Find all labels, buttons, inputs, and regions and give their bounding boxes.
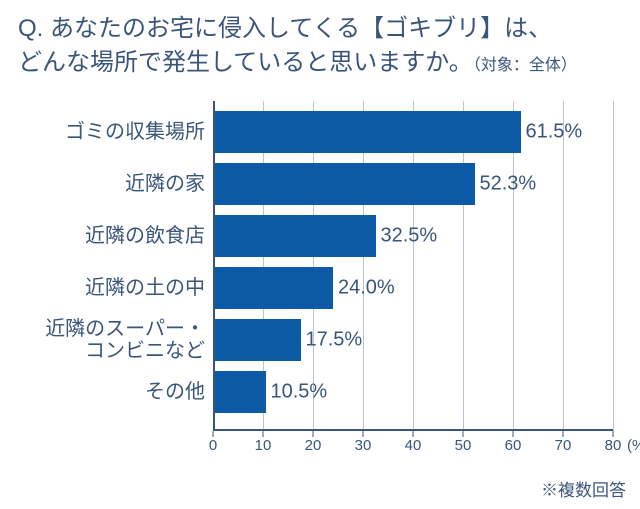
bar: 52.3% [213, 163, 475, 205]
x-tick: 40 [413, 431, 414, 437]
bar: 61.5% [213, 111, 521, 153]
bar-row: 近隣の家52.3% [213, 163, 475, 205]
bar-value: 52.3% [474, 173, 537, 196]
y-axis [213, 101, 215, 431]
bar: 10.5% [213, 371, 266, 413]
bar-value: 32.5% [375, 225, 438, 248]
bar-row: 近隣のスーパー・コンビニなど17.5% [213, 319, 301, 361]
tick-label: 50 [455, 437, 472, 454]
tick-label: 20 [305, 437, 322, 454]
title-line-2-text: どんな場所で発生していると思いますか。 [18, 49, 473, 76]
bar-row: その他10.5% [213, 371, 266, 413]
bar-label: その他 [145, 381, 213, 403]
x-tick: 60 [513, 431, 514, 437]
bar-value: 61.5% [520, 121, 583, 144]
bar-value: 17.5% [300, 329, 363, 352]
gridline [613, 101, 614, 431]
x-unit-label: (%) [627, 437, 640, 454]
bar-row: 近隣の飲食店32.5% [213, 215, 376, 257]
bar-row: ゴミの収集場所61.5% [213, 111, 521, 153]
x-axis [213, 429, 613, 431]
bar-label: 近隣の土の中 [85, 277, 213, 299]
question-title: Q. あなたのお宅に侵入してくる【ゴキブリ】は、 どんな場所で発生していると思い… [0, 0, 640, 83]
bar-value: 24.0% [332, 277, 395, 300]
x-tick: 50 [463, 431, 464, 437]
gridline [563, 101, 564, 431]
bar-value: 10.5% [265, 381, 328, 404]
tick-label: 40 [405, 437, 422, 454]
bar-label: 近隣の家 [125, 173, 213, 195]
x-tick: 20 [313, 431, 314, 437]
x-tick: 0 [213, 431, 214, 437]
footnote: ※複数回答 [541, 476, 626, 501]
title-line-1: Q. あなたのお宅に侵入してくる【ゴキブリ】は、 [18, 12, 622, 46]
tick-label: 60 [505, 437, 522, 454]
bar-chart: ゴミの収集場所61.5%近隣の家52.3%近隣の飲食店32.5%近隣の土の中24… [18, 101, 622, 461]
bar: 17.5% [213, 319, 301, 361]
bar-row: 近隣の土の中24.0% [213, 267, 333, 309]
title-subject: （対象：全体） [473, 57, 577, 74]
tick-label: 10 [255, 437, 272, 454]
x-tick: 10 [263, 431, 264, 437]
x-tick: 30 [363, 431, 364, 437]
tick-label: 80 [605, 437, 622, 454]
bar-label-line2: コンビニなど [45, 340, 205, 362]
bar-label: 近隣のスーパー・コンビニなど [45, 318, 213, 362]
x-tick: 80 [613, 431, 614, 437]
bar-label: ゴミの収集場所 [65, 121, 213, 143]
x-tick: 70 [563, 431, 564, 437]
bar-label: 近隣の飲食店 [85, 225, 213, 247]
plot-area: ゴミの収集場所61.5% 近隣の家52.3% 近隣の飲食店32.5% 近隣の土の中24… [213, 101, 613, 431]
tick-label: 0 [209, 437, 217, 454]
tick-label: 30 [355, 437, 372, 454]
bar: 32.5% [213, 215, 376, 257]
tick-label: 70 [555, 437, 572, 454]
title-line-2: どんな場所で発生していると思いますか。（対象：全体） [18, 46, 622, 80]
bar: 24.0% [213, 267, 333, 309]
